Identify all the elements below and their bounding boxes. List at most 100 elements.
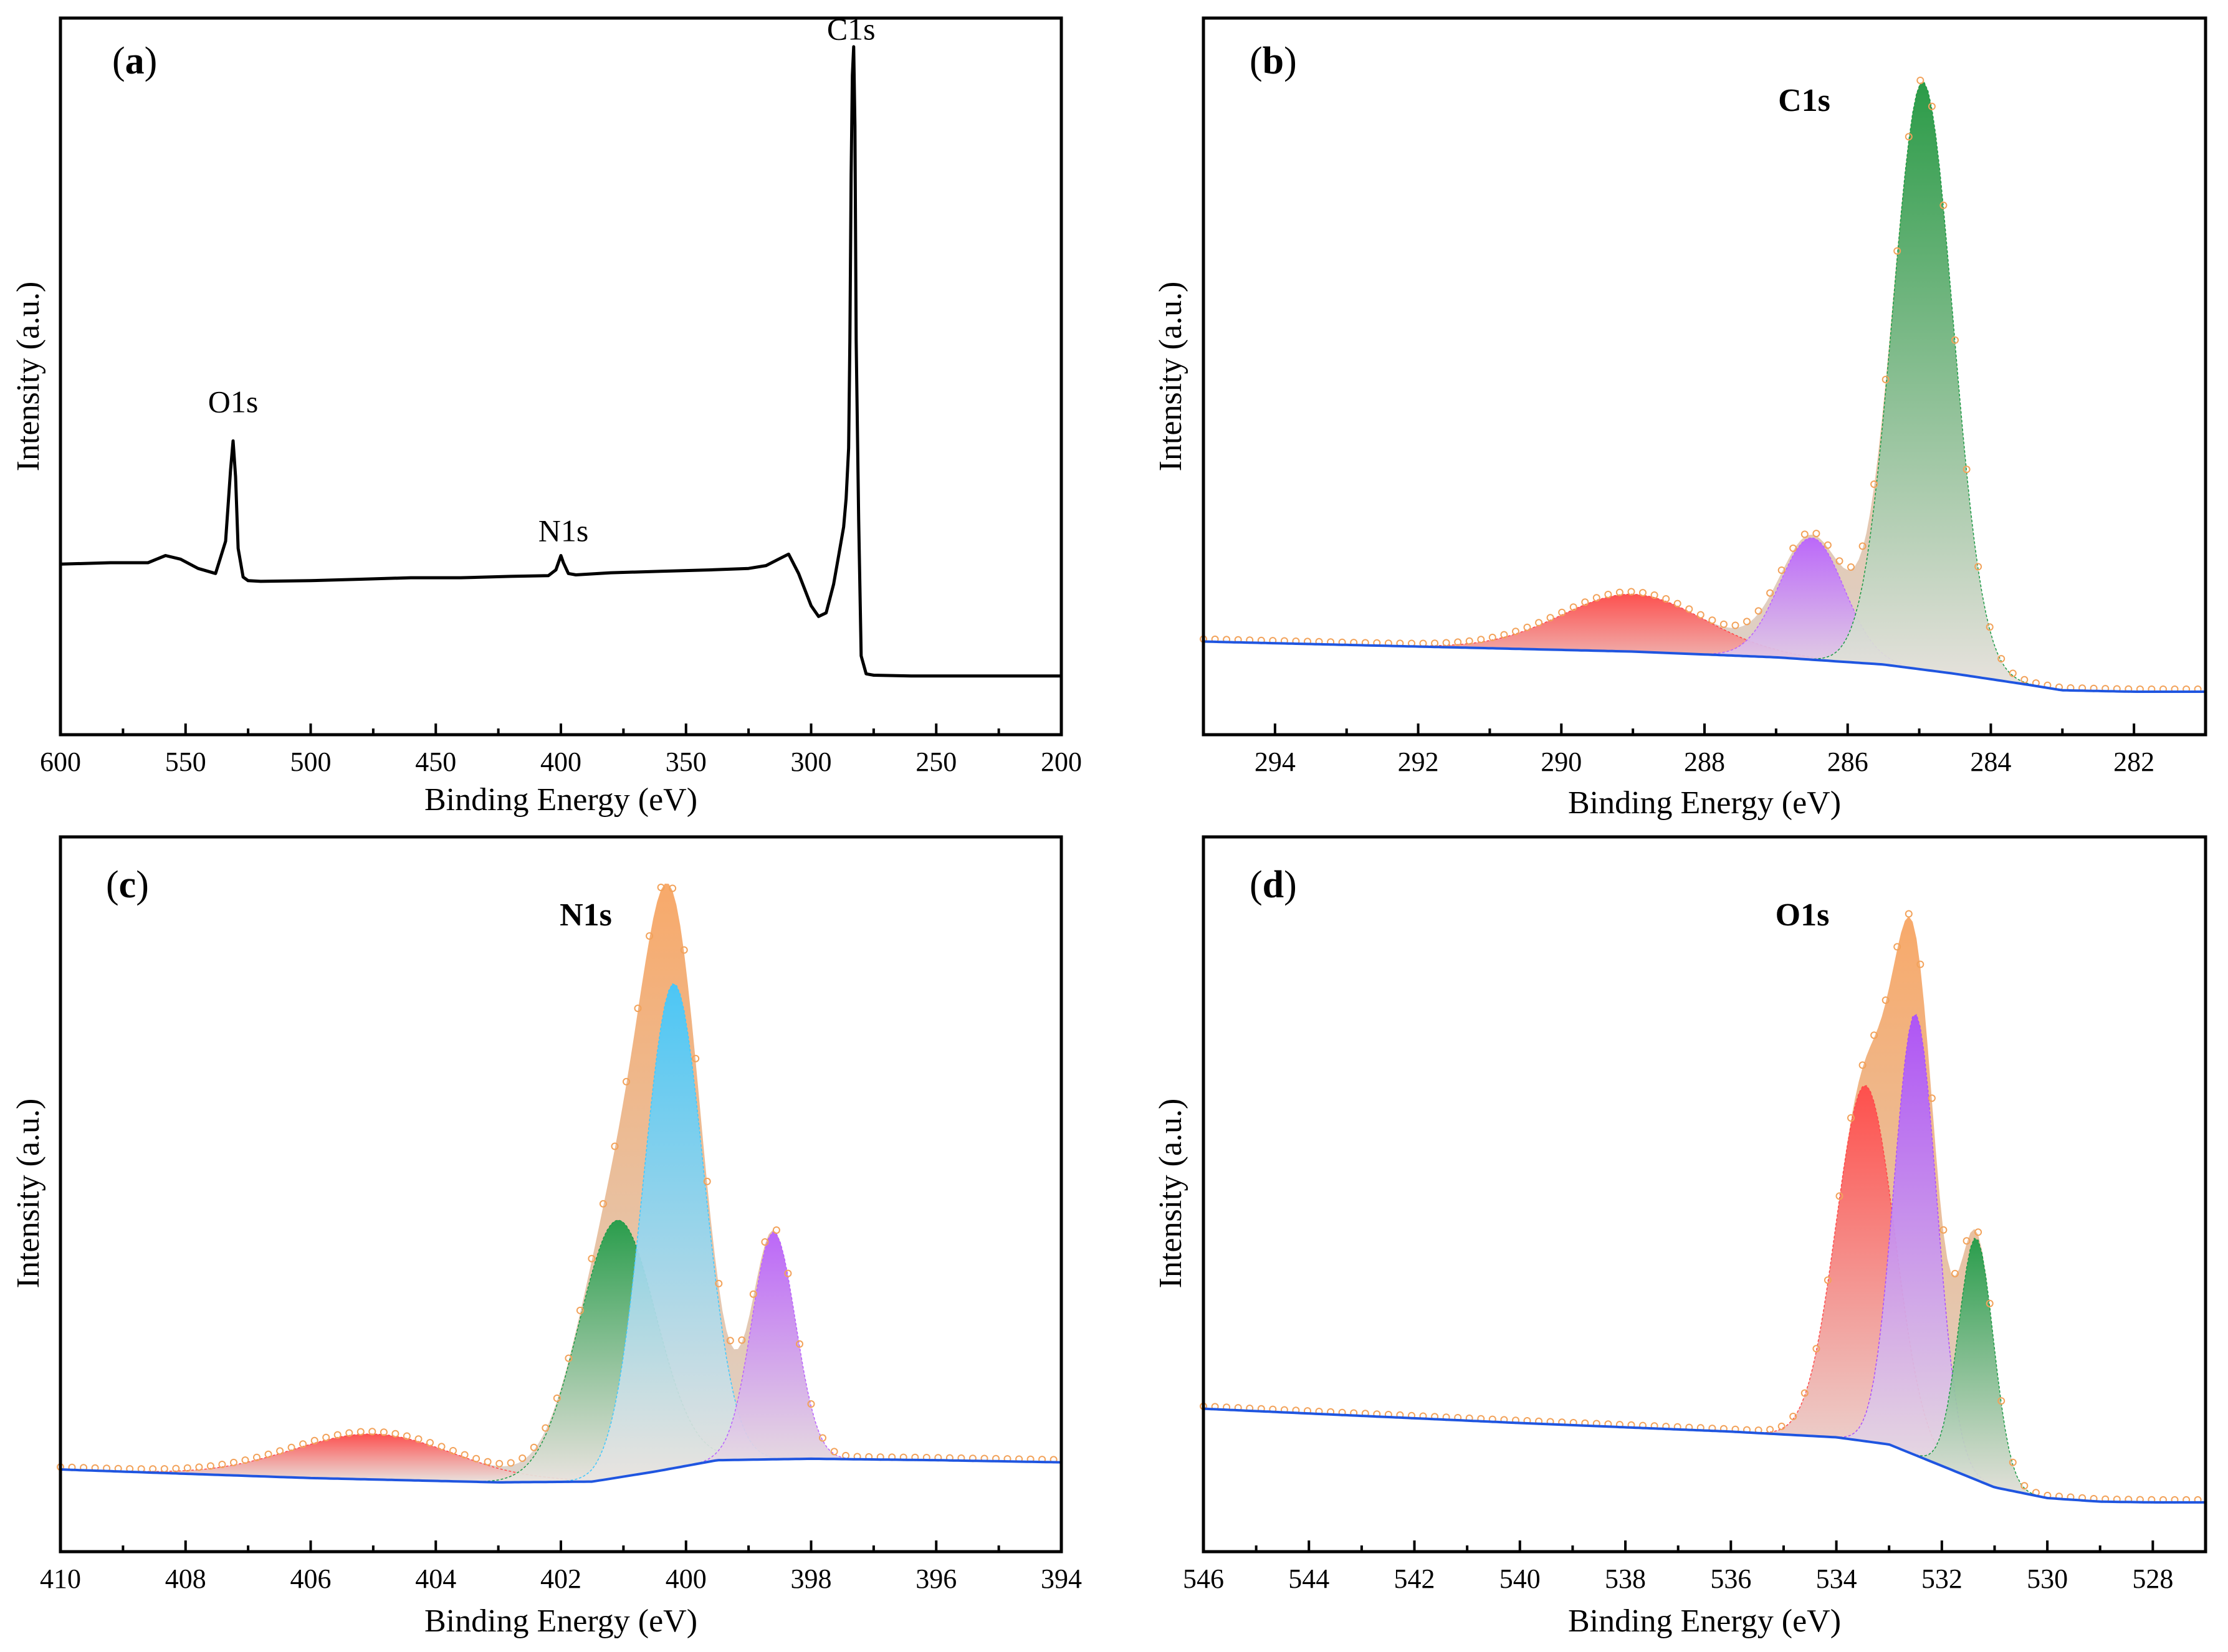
raw-data-point (576, 1306, 584, 1314)
peak-label-n1s: N1s (538, 513, 589, 548)
raw-data-point (287, 1443, 295, 1451)
background-line (1203, 640, 2206, 693)
x-tick-label: 404 (415, 1564, 456, 1594)
x-tick-label: 450 (415, 747, 456, 777)
panel-a-letter: a (125, 40, 145, 82)
raw-data-point (299, 1440, 307, 1448)
raw-data-point (1916, 960, 1924, 968)
raw-data-point (1743, 618, 1751, 626)
raw-data-point (1870, 480, 1878, 488)
x-tick-label: 410 (40, 1564, 81, 1594)
raw-data-point (1951, 1269, 1959, 1277)
raw-data-point (1662, 595, 1670, 603)
x-tick-label: 394 (1041, 1564, 1082, 1594)
raw-data-point (761, 1238, 769, 1246)
survey-line (60, 45, 1061, 678)
peak-green (1203, 1238, 2206, 1503)
raw-data-point (1824, 541, 1832, 549)
peak-label-o1s: O1s (208, 384, 259, 419)
raw-data-point (1800, 530, 1809, 538)
raw-data-point (519, 1454, 527, 1462)
panel-b-c1s: 294 292 290 288 286 284 282 (b) C1s Binding En… (1153, 16, 2207, 821)
raw-data-markers (1200, 77, 2202, 693)
raw-data-point (484, 1458, 492, 1466)
raw-data-point (796, 1340, 803, 1348)
raw-data-point (345, 1429, 353, 1437)
raw-data-point (680, 946, 688, 954)
raw-data-point (1997, 655, 2006, 663)
background-line (1203, 1407, 2206, 1504)
peak-green (1203, 82, 2206, 692)
raw-data-point (437, 1443, 446, 1451)
raw-data-point (1777, 1422, 1786, 1430)
raw-data-point (1777, 566, 1786, 574)
raw-data-point (241, 1456, 249, 1464)
peak-green (60, 1220, 1062, 1483)
raw-data-point (380, 1428, 388, 1436)
raw-data-point (1442, 639, 1450, 647)
raw-data-point (1800, 1389, 1809, 1397)
raw-data-point (230, 1458, 237, 1466)
raw-data-point (1881, 996, 1890, 1004)
panel-d-xlabel: Binding Energy (eV) (1568, 1603, 1841, 1639)
panel-a-frame (59, 16, 1063, 737)
raw-data-point (391, 1430, 399, 1438)
raw-data-point (749, 1290, 757, 1298)
envelope-area (1203, 82, 2206, 692)
raw-data-point (1719, 620, 1728, 628)
raw-data-point (472, 1454, 481, 1463)
raw-data-point (1592, 594, 1600, 602)
raw-data-point (1951, 336, 1959, 344)
raw-data-point (403, 1432, 411, 1440)
panel-b-ylabel: Intensity (a.u.) (1153, 282, 1188, 472)
x-tick-label: 540 (1499, 1564, 1541, 1594)
x-tick-label: 294 (1255, 747, 1296, 777)
raw-data-point (426, 1439, 434, 1447)
x-tick-label: 536 (1710, 1564, 1751, 1594)
raw-data-point (2009, 669, 2017, 677)
raw-data-point (495, 1459, 504, 1468)
raw-data-point (1673, 599, 1681, 608)
raw-data-point (1974, 563, 1982, 571)
raw-data-point (276, 1447, 284, 1455)
x-tick-label: 350 (666, 747, 707, 777)
panel-d-ylabel: Intensity (a.u.) (1153, 1099, 1188, 1289)
x-tick-label: 530 (2027, 1564, 2068, 1594)
raw-data-point (565, 1354, 573, 1362)
raw-data-point (356, 1428, 365, 1436)
raw-data-point (1512, 628, 1519, 636)
raw-data-point (842, 1451, 850, 1459)
raw-data-point (1569, 603, 1577, 611)
panel-b-xlabel: Binding Energy (eV) (1568, 785, 1841, 821)
panel-d-title: O1s (1776, 897, 1830, 933)
raw-data-point (2020, 1482, 2029, 1490)
raw-data-point (1581, 598, 1589, 606)
raw-data-point (1847, 563, 1855, 571)
raw-data-point (1812, 1345, 1820, 1353)
raw-data-point (726, 1337, 734, 1345)
raw-data-point (322, 1433, 330, 1441)
raw-data-point (1685, 605, 1693, 613)
x-tick-label: 538 (1605, 1564, 1646, 1594)
x-tick-label: 544 (1288, 1564, 1329, 1594)
raw-data-point (553, 1394, 561, 1402)
raw-data-point (830, 1448, 838, 1456)
raw-data-point (738, 1336, 746, 1344)
panel-a-xlabel: Binding Energy (eV) (424, 782, 697, 818)
raw-data-point (646, 932, 654, 940)
raw-data-point (1893, 247, 1901, 255)
raw-data-point (160, 1465, 168, 1473)
raw-data-point (1835, 557, 1843, 565)
raw-data-point (819, 1434, 826, 1442)
raw-data-point (692, 1054, 700, 1062)
raw-data-point (1963, 1237, 1971, 1245)
raw-data-point (1558, 608, 1566, 616)
raw-data-point (1708, 616, 1716, 624)
x-tick-label: 500 (290, 747, 332, 777)
raw-data-point (715, 1279, 723, 1287)
panel-c-title: N1s (560, 897, 612, 933)
x-tick-label: 542 (1394, 1564, 1435, 1594)
panel-a-survey: 600 550 500 450 400 350 300 250 200 (a) Binding … (11, 12, 1082, 818)
raw-data-point (1754, 607, 1762, 615)
raw-data-point (1881, 376, 1890, 383)
